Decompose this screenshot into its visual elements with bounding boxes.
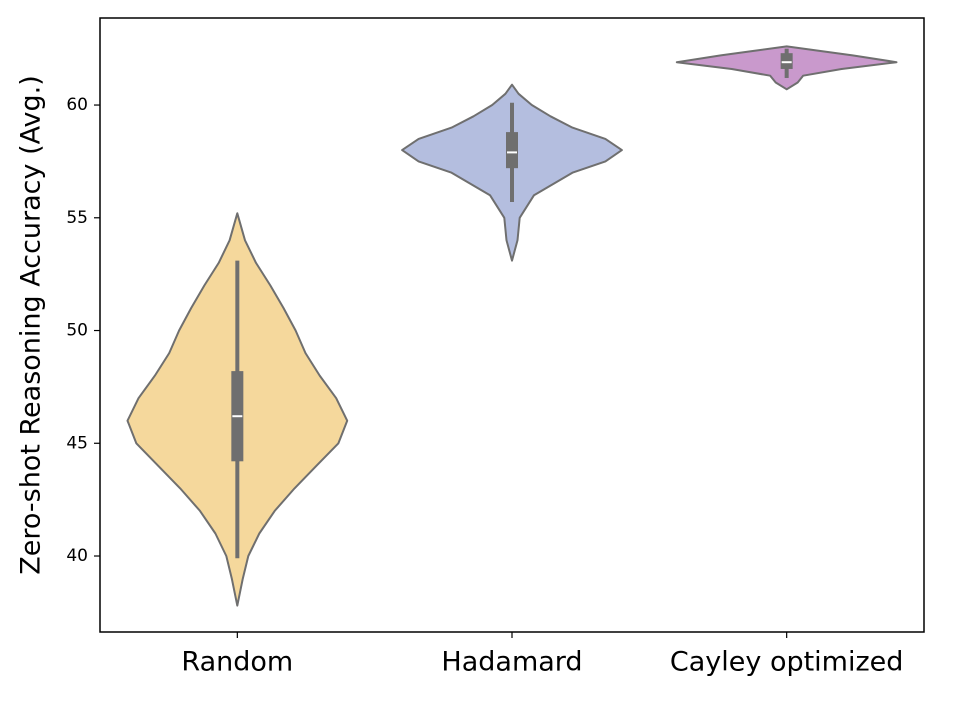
x-tick-label: Hadamard [441,647,582,678]
y-tick-label: 60 [66,95,88,115]
y-tick-label: 45 [66,433,88,453]
y-tick-label: 50 [66,321,88,341]
x-tick-label: Cayley optimized [670,647,904,678]
box [506,132,518,169]
box [780,53,793,69]
y-tick-label: 40 [66,546,88,566]
y-tick-label: 55 [66,208,88,228]
y-axis-label: Zero-shot Reasoning Accuracy (Avg.) [16,75,47,575]
x-tick-label: Random [181,647,293,678]
